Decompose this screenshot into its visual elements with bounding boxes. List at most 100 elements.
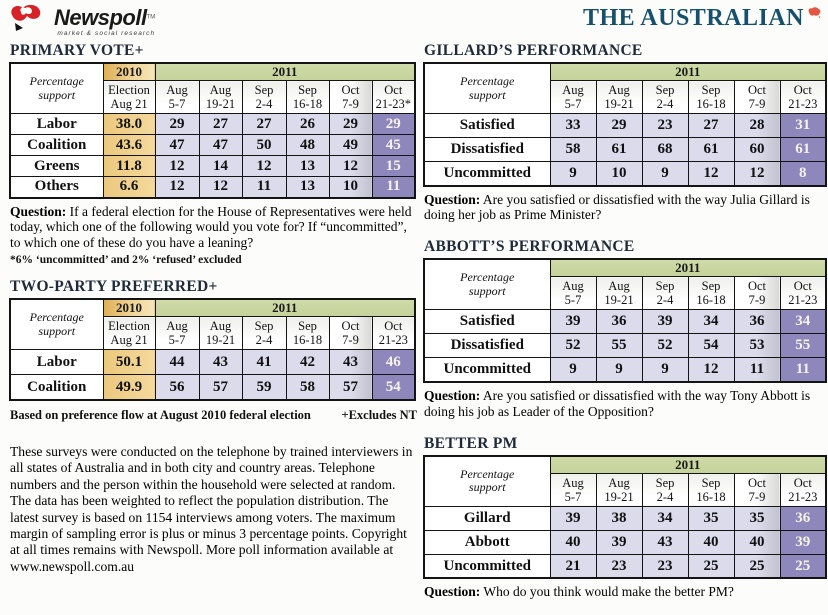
corner-label: Percentage support xyxy=(423,455,551,507)
value-cell: 48 xyxy=(285,134,330,157)
row-label: Dissatisfied xyxy=(423,333,551,359)
masthead-row: NewspollTM market & social research THE … xyxy=(8,2,822,40)
value-cell: 55 xyxy=(779,333,827,359)
value-cell: 25 xyxy=(687,553,735,579)
value-cell: 55 xyxy=(595,333,643,359)
value-cell: 46 xyxy=(371,349,416,376)
value-cell: 31 xyxy=(779,113,827,139)
question-text: Who do you think would make the better P… xyxy=(483,584,734,600)
value-cell: 39 xyxy=(595,529,643,555)
value-cell: 33 xyxy=(549,113,597,139)
two-party-title: TWO-PARTY PREFERRED+ xyxy=(10,278,218,296)
value-cell: 28 xyxy=(733,113,781,139)
value-cell: 39 xyxy=(779,529,827,555)
value-cell: 12 xyxy=(733,161,781,187)
value-cell: 39 xyxy=(549,309,597,335)
section-gillard-performance: GILLARD’S PERFORMANCE Percentage support… xyxy=(423,42,828,224)
value-cell: 10 xyxy=(328,176,373,199)
column-header: Aug 19-21 xyxy=(595,80,643,115)
table-row: Uncommitted 21 23 23 25 25 25 xyxy=(423,553,827,579)
value-cell: 49.9 xyxy=(102,374,156,401)
table-row: Uncommitted 9 10 9 12 12 8 xyxy=(423,161,827,187)
value-cell: 38.0 xyxy=(102,113,156,136)
value-cell: 57 xyxy=(328,374,373,401)
gillard-question: Question: Are you satisfied or dissatisf… xyxy=(424,192,826,224)
value-cell: 9 xyxy=(549,161,597,187)
value-cell: 39 xyxy=(549,505,597,531)
value-cell: 9 xyxy=(595,357,643,383)
value-cell: 40 xyxy=(687,529,735,555)
value-cell: 14 xyxy=(198,155,243,178)
value-cell: 26 xyxy=(285,113,330,136)
primary-vote-footnote: *6% ‘uncommitted’ and 2% ‘refused’ exclu… xyxy=(10,254,242,267)
value-cell: 25 xyxy=(779,553,827,579)
value-cell: 58 xyxy=(549,137,597,163)
section-better-pm: BETTER PM Percentage support 2011 Aug 5-7 A… xyxy=(423,435,828,600)
row-label: Coalition xyxy=(9,374,104,401)
value-cell: 36 xyxy=(779,505,827,531)
newspoll-name: Newspoll xyxy=(54,5,147,30)
the-australian-masthead: THE AUSTRALIAN xyxy=(583,2,822,30)
row-label: Abbott xyxy=(423,529,551,555)
year-group-header: 2011 xyxy=(154,298,416,318)
corner-label: Percentage support xyxy=(423,258,551,311)
row-label: Coalition xyxy=(9,134,104,157)
value-cell: 35 xyxy=(733,505,781,531)
corner-label: Percentage support xyxy=(9,62,104,115)
section-primary-vote: PRIMARY VOTE+ Percentage support 2010 2011… xyxy=(9,42,418,266)
value-cell: 13 xyxy=(285,176,330,199)
question-label: Question: xyxy=(424,191,481,207)
value-cell: 36 xyxy=(595,309,643,335)
left-column: PRIMARY VOTE+ Percentage support 2010 2011… xyxy=(9,42,418,575)
table-row: Satisfied 39 36 39 34 36 34 xyxy=(423,309,827,335)
value-cell: 15 xyxy=(371,155,416,178)
value-cell: 29 xyxy=(371,113,416,136)
value-cell: 40 xyxy=(733,529,781,555)
table-row: Satisfied 33 29 23 27 28 31 xyxy=(423,113,827,139)
table-row: Abbott 40 39 43 40 40 39 xyxy=(423,529,827,555)
newspoll-tagline: market & social research xyxy=(57,30,156,37)
value-cell: 47 xyxy=(198,134,243,157)
section-two-party-preferred: TWO-PARTY PREFERRED+ Percentage support 2… xyxy=(9,278,418,423)
column-header: Sep 16-18 xyxy=(285,80,330,115)
column-header: Oct 21-23 xyxy=(779,80,827,115)
row-label: Dissatisfied xyxy=(423,137,551,163)
two-party-footnotes: Based on preference flow at August 2010 … xyxy=(10,408,417,423)
column-header: Oct 21-23* xyxy=(371,80,416,115)
table-row: Gillard 39 38 34 35 35 36 xyxy=(423,505,827,531)
section-abbott-performance: ABBOTT’S PERFORMANCE Percentage support 2… xyxy=(423,238,828,419)
column-header: Sep 2-4 xyxy=(641,80,689,115)
value-cell: 52 xyxy=(641,333,689,359)
column-header: Oct 7-9 xyxy=(733,472,781,507)
column-header: Sep 16-18 xyxy=(687,276,735,311)
row-label: Gillard xyxy=(423,505,551,531)
value-cell: 25 xyxy=(733,553,781,579)
row-label: Satisfied xyxy=(423,113,551,139)
value-cell: 6.6 xyxy=(102,176,156,199)
value-cell: 39 xyxy=(641,309,689,335)
value-cell: 56 xyxy=(154,374,200,401)
value-cell: 61 xyxy=(779,137,827,163)
abbott-performance-table: Percentage support 2011 Aug 5-7 Aug 19-21 Se… xyxy=(423,258,828,383)
table-row: Coalition 43.6 47 47 50 48 49 45 xyxy=(9,134,416,157)
column-header: Oct 7-9 xyxy=(328,316,373,351)
question-text: If a federal election for the House of R… xyxy=(10,203,412,251)
value-cell: 61 xyxy=(595,137,643,163)
column-header: Aug 19-21 xyxy=(595,472,643,507)
value-cell: 38 xyxy=(595,505,643,531)
value-cell: 61 xyxy=(687,137,735,163)
value-cell: 12 xyxy=(198,176,243,199)
value-cell: 9 xyxy=(641,357,689,383)
value-cell: 12 xyxy=(241,155,287,178)
value-cell: 34 xyxy=(641,505,689,531)
value-cell: 36 xyxy=(733,309,781,335)
row-label: Uncommitted xyxy=(423,357,551,383)
value-cell: 34 xyxy=(779,309,827,335)
value-cell: 13 xyxy=(285,155,330,178)
column-header: Sep 16-18 xyxy=(687,80,735,115)
value-cell: 11 xyxy=(733,357,781,383)
column-header: Sep 2-4 xyxy=(641,276,689,311)
value-cell: 23 xyxy=(595,553,643,579)
better-pm-question: Question: Who do you think would make th… xyxy=(424,584,826,600)
column-header: Aug 5-7 xyxy=(549,276,597,311)
